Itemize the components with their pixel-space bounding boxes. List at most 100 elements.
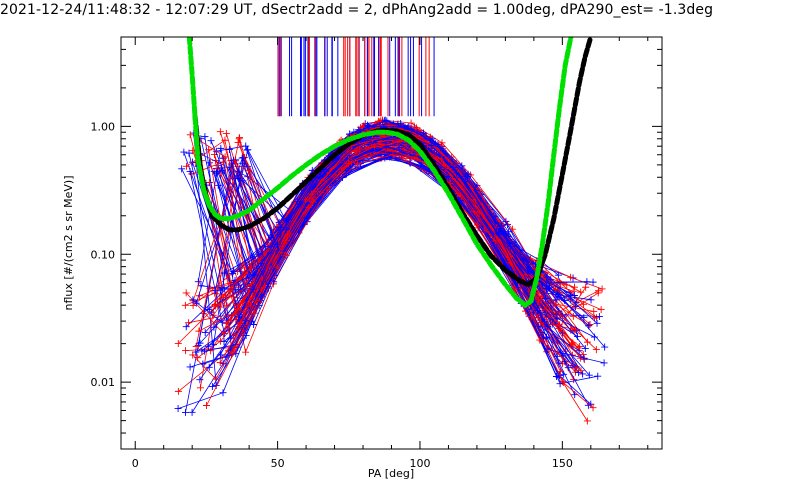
plus-marker xyxy=(233,302,241,310)
plus-marker xyxy=(178,165,186,173)
plus-marker xyxy=(238,159,246,167)
plus-marker xyxy=(554,271,562,279)
plus-marker xyxy=(202,402,210,410)
plus-marker xyxy=(229,156,237,164)
plus-marker xyxy=(561,296,569,304)
plus-marker xyxy=(346,130,354,138)
plus-marker xyxy=(239,298,247,306)
measurement-trace xyxy=(229,125,536,277)
plus-marker xyxy=(571,326,579,334)
plus-marker xyxy=(397,120,405,128)
plus-marker xyxy=(243,146,251,154)
plus-marker xyxy=(338,174,346,182)
plus-marker xyxy=(186,131,194,139)
plus-marker xyxy=(558,329,566,337)
plus-marker xyxy=(200,347,208,355)
plus-marker xyxy=(527,255,535,263)
fit-series-1 xyxy=(186,37,574,309)
plus-marker xyxy=(557,280,565,288)
plus-marker xyxy=(579,351,587,359)
plus-marker xyxy=(541,318,549,326)
plus-marker xyxy=(222,129,230,137)
plus-marker xyxy=(237,286,245,294)
plus-marker xyxy=(189,351,197,359)
plus-marker xyxy=(188,408,196,416)
plus-marker xyxy=(583,278,591,286)
measurement-trace xyxy=(220,123,546,356)
plus-marker xyxy=(551,300,559,308)
plus-marker xyxy=(598,285,606,293)
plus-marker xyxy=(554,293,562,301)
plus-marker xyxy=(508,225,516,233)
plus-marker xyxy=(229,332,237,340)
plus-marker xyxy=(541,294,549,302)
plus-marker xyxy=(506,240,514,248)
plus-marker xyxy=(186,363,194,371)
plus-marker xyxy=(595,312,603,320)
plus-marker xyxy=(567,296,575,304)
plus-marker xyxy=(553,352,561,360)
plus-marker xyxy=(213,301,221,309)
plus-marker xyxy=(216,294,224,302)
plus-marker xyxy=(528,312,536,320)
plus-marker xyxy=(219,389,227,397)
plus-marker xyxy=(556,311,564,319)
plus-marker xyxy=(217,351,225,359)
plus-marker xyxy=(207,137,215,145)
plus-marker xyxy=(461,177,469,185)
x-tick-label: 150 xyxy=(552,457,573,470)
measurement-trace xyxy=(209,119,575,289)
plus-marker xyxy=(590,333,598,341)
x-axis-label: PA [deg] xyxy=(368,467,414,480)
plus-marker xyxy=(464,172,472,180)
plus-marker xyxy=(234,139,242,147)
sector-spikes xyxy=(277,37,435,117)
plus-marker xyxy=(573,364,581,372)
plus-marker xyxy=(564,364,572,372)
plus-marker xyxy=(225,146,233,154)
plus-marker xyxy=(542,273,550,281)
plus-marker xyxy=(220,337,228,345)
plus-marker xyxy=(556,321,564,329)
plus-marker xyxy=(593,319,601,327)
plus-marker xyxy=(579,300,587,308)
plus-marker xyxy=(205,159,213,167)
x-tick-label: 100 xyxy=(409,457,430,470)
y-tick-label: 0.10 xyxy=(91,248,116,261)
plus-marker xyxy=(343,170,351,178)
plus-marker xyxy=(214,168,222,176)
plus-marker xyxy=(181,301,189,309)
plus-marker xyxy=(600,359,608,367)
measurement-traces xyxy=(174,116,609,425)
plus-marker xyxy=(196,376,204,384)
plus-marker xyxy=(201,133,209,141)
plus-marker xyxy=(229,270,237,278)
plus-marker xyxy=(252,297,260,305)
y-tick-label: 1.00 xyxy=(91,120,116,133)
plus-marker xyxy=(251,309,259,317)
plus-marker xyxy=(428,141,436,149)
plus-marker xyxy=(569,312,577,320)
plus-marker xyxy=(184,319,192,327)
chart-title: 2021-12-24/11:48:32 - 12:07:29 UT, dSect… xyxy=(0,2,714,18)
plus-marker xyxy=(345,160,353,168)
plus-marker xyxy=(267,234,275,242)
plus-marker xyxy=(577,288,585,296)
plus-marker xyxy=(576,342,584,350)
plus-marker xyxy=(195,327,203,335)
plus-marker xyxy=(577,367,585,375)
fit-series-0 xyxy=(192,37,594,288)
plus-marker xyxy=(534,314,542,322)
plus-marker xyxy=(201,329,209,337)
plus-marker xyxy=(205,146,213,154)
plus-marker xyxy=(189,296,197,304)
plus-marker xyxy=(407,119,415,127)
plus-marker xyxy=(546,283,554,291)
plus-marker xyxy=(196,384,204,392)
plus-marker xyxy=(536,336,544,344)
plus-marker xyxy=(394,138,402,146)
plus-marker xyxy=(192,343,200,351)
plus-marker xyxy=(601,343,609,351)
plus-marker xyxy=(204,342,212,350)
plus-marker xyxy=(205,363,213,371)
